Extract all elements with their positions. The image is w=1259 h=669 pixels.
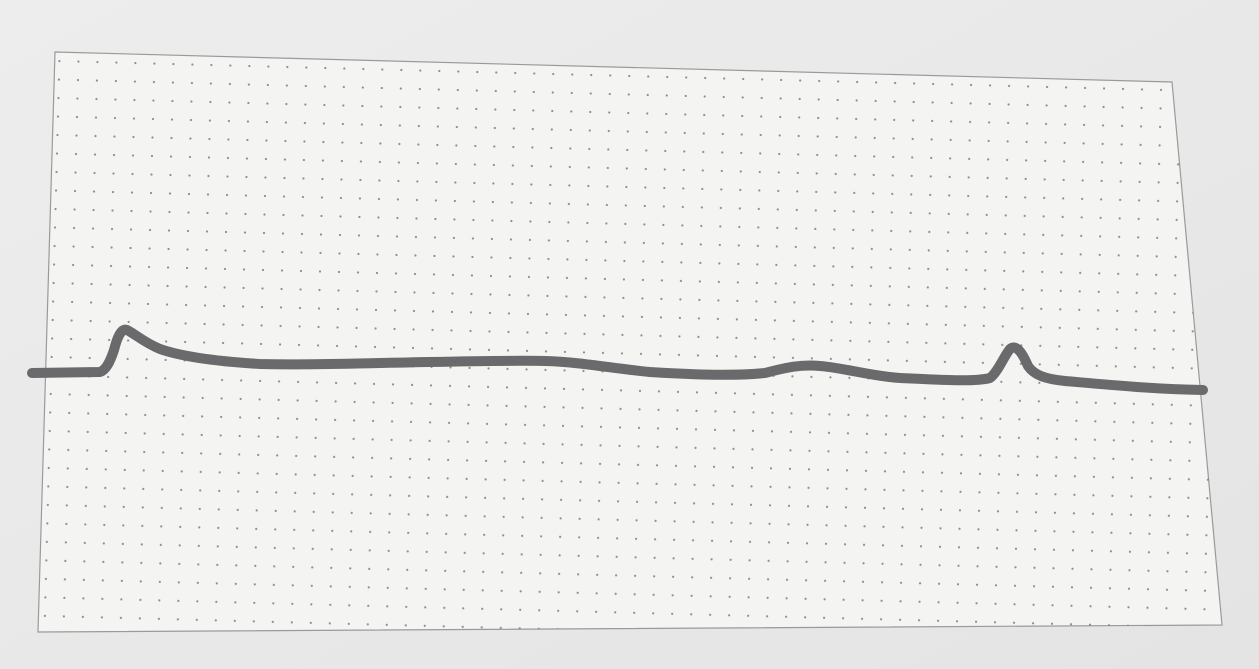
page [0, 0, 1259, 669]
photo [0, 0, 1259, 669]
dot-grid [0, 0, 1259, 669]
